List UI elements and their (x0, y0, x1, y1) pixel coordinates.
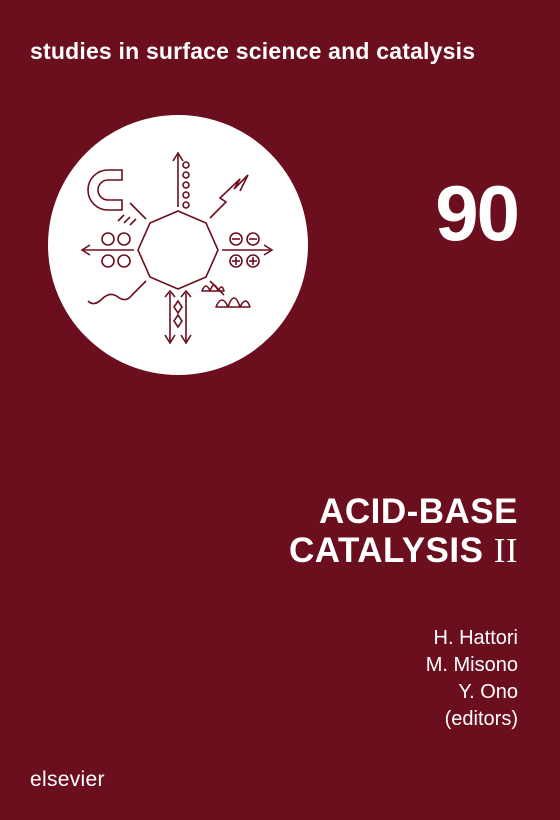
editor-3: Y. Ono (426, 679, 518, 706)
editor-1: H. Hattori (426, 625, 518, 652)
octagon-shape (138, 211, 218, 289)
magnet-icon (88, 170, 146, 225)
book-title: ACID-BASE CATALYSIS II (289, 492, 518, 570)
title-line-1: ACID-BASE (289, 492, 518, 531)
diagram-svg (48, 115, 308, 375)
left-circles (82, 233, 134, 267)
title-line-2-main: CATALYSIS (289, 531, 494, 570)
editors-label: (editors) (426, 706, 518, 733)
title-numeral: II (494, 531, 518, 570)
volume-number: 90 (435, 168, 518, 259)
fire-icon-mid (202, 285, 224, 291)
top-dots-arrow (173, 153, 189, 208)
wave-icon (88, 281, 146, 304)
fire-icon-lower (210, 281, 250, 307)
series-title: studies in surface science and catalysis (30, 38, 530, 65)
cover-diagram (48, 115, 308, 375)
editor-2: M. Misono (426, 652, 518, 679)
book-cover: studies in surface science and catalysis (0, 0, 560, 820)
bottom-chain (165, 291, 191, 343)
publisher-name: elsevier (30, 768, 105, 792)
title-line-2: CATALYSIS II (289, 531, 518, 570)
editors-block: H. Hattori M. Misono Y. Ono (editors) (426, 625, 518, 733)
lightning-icon (210, 175, 248, 218)
right-charges (222, 233, 272, 267)
